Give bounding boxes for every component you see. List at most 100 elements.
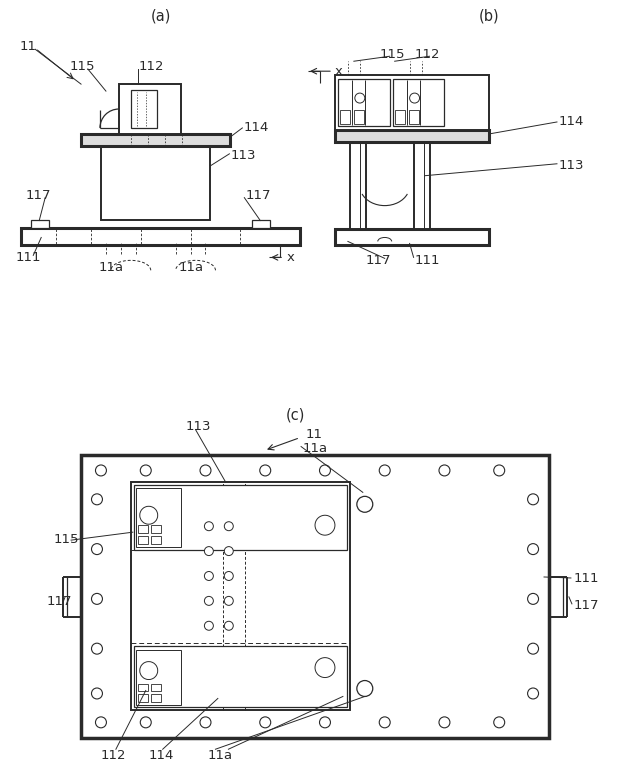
Text: (b): (b) [479,9,500,24]
Circle shape [527,643,538,654]
Bar [138,526,148,533]
Circle shape [439,717,450,728]
Circle shape [204,597,213,605]
Circle shape [200,717,211,728]
Bar [119,84,180,134]
Text: 112: 112 [139,60,164,73]
Circle shape [410,93,420,103]
Circle shape [224,547,233,555]
Text: 11: 11 [19,40,36,53]
Circle shape [204,571,213,581]
Circle shape [140,465,151,476]
Text: 11a: 11a [99,261,124,274]
Bar [151,683,161,692]
Circle shape [200,465,211,476]
Bar [138,683,148,692]
Bar [134,485,347,550]
Text: 115: 115 [380,47,405,60]
Circle shape [260,465,271,476]
Bar [151,695,161,702]
Circle shape [224,571,233,581]
Circle shape [224,621,233,630]
Text: 114: 114 [148,749,174,762]
Circle shape [260,717,271,728]
Bar [340,110,350,124]
Text: 115: 115 [69,60,95,73]
Bar [350,142,366,230]
Bar [101,138,211,220]
Text: 112: 112 [415,47,440,60]
Circle shape [204,621,213,630]
Bar [354,110,364,124]
Bar [408,110,419,124]
Bar [138,536,148,544]
Circle shape [92,594,102,604]
Circle shape [355,93,365,103]
Text: 111: 111 [415,254,440,267]
Bar [81,454,549,738]
Text: 114: 114 [559,116,584,129]
Circle shape [92,643,102,654]
Bar [21,227,300,246]
Text: 117: 117 [366,254,391,267]
Text: 115: 115 [53,532,79,545]
Circle shape [357,681,372,696]
Text: 11a: 11a [207,749,232,762]
Circle shape [527,594,538,604]
Circle shape [527,494,538,505]
Text: 117: 117 [46,595,72,608]
Text: (c): (c) [285,407,305,422]
Circle shape [380,717,390,728]
Circle shape [357,496,372,513]
Text: x: x [286,251,294,264]
Text: 114: 114 [243,122,269,135]
Circle shape [140,717,151,728]
Text: 11: 11 [305,428,322,441]
Text: 113: 113 [559,159,584,172]
Text: 111: 111 [15,251,41,264]
Bar [335,130,489,142]
Circle shape [95,717,106,728]
Bar [335,230,489,246]
Circle shape [92,494,102,505]
Bar [252,220,270,227]
Text: 117: 117 [574,599,600,612]
Bar [131,90,157,128]
Circle shape [319,717,330,728]
Bar [31,220,49,227]
Text: 11a: 11a [179,261,204,274]
Bar [151,526,161,533]
Text: 111: 111 [574,572,600,585]
Bar [134,646,347,708]
Text: 113: 113 [186,420,211,433]
Bar [131,483,350,711]
Circle shape [527,688,538,699]
Bar [138,695,148,702]
Bar [338,79,390,126]
Circle shape [95,465,106,476]
Text: (a): (a) [150,9,171,24]
Bar [136,488,180,547]
Circle shape [204,522,213,531]
Circle shape [439,465,450,476]
Bar [151,536,161,544]
Text: 117: 117 [245,189,271,202]
Text: 11a: 11a [302,442,327,455]
Circle shape [527,544,538,555]
Text: x: x [335,65,343,78]
Bar [335,75,489,130]
Text: 117: 117 [26,189,51,202]
Circle shape [315,516,335,536]
Bar [393,79,444,126]
Circle shape [92,544,102,555]
Bar [81,134,230,146]
Circle shape [315,658,335,678]
Circle shape [204,547,213,555]
Circle shape [380,465,390,476]
Circle shape [224,522,233,531]
Bar [413,142,429,230]
Circle shape [224,597,233,605]
Text: 113: 113 [230,149,256,162]
Bar [395,110,404,124]
Bar [136,649,180,705]
